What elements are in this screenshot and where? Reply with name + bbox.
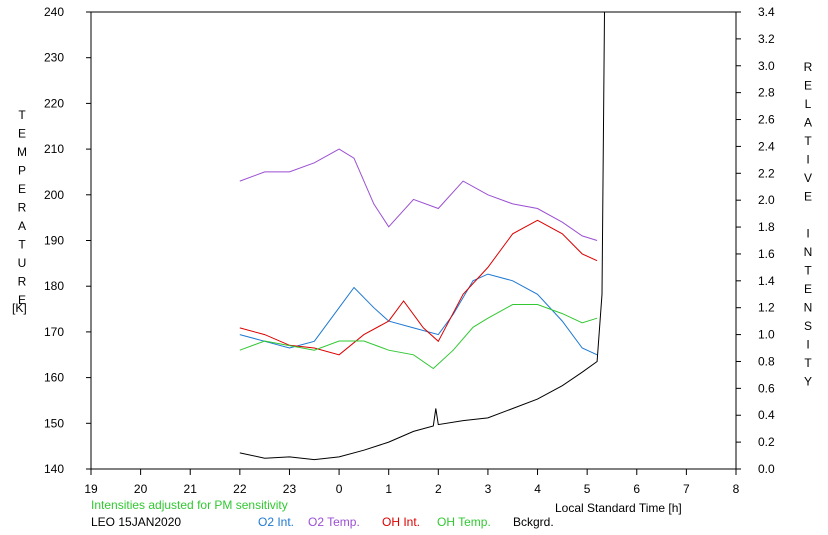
right-tick-label: 3.2 xyxy=(758,32,775,46)
right-tick-label: 2.8 xyxy=(758,86,775,100)
left-tick-label: 160 xyxy=(44,371,64,385)
x-tick-label: 3 xyxy=(485,482,492,496)
right-tick-label: 2.0 xyxy=(758,193,775,207)
station-label: LEO 15JAN2020 xyxy=(91,515,181,529)
right-axis-label-letter: S xyxy=(804,319,812,333)
right-axis-label-letter: L xyxy=(805,97,812,111)
left-axis-ticks: 140 150 160 170 180 190 200 210 220 230 240 xyxy=(44,5,91,476)
legend: O2 Int. O2 Temp. OH Int. OH Temp. Bckgrd. xyxy=(258,515,554,529)
right-tick-label: 0.8 xyxy=(758,354,775,368)
left-tick-label: 180 xyxy=(44,279,64,293)
right-tick-label: 1.6 xyxy=(758,247,775,261)
legend-entry: Bckgrd. xyxy=(513,515,554,529)
right-axis-label-letter: V xyxy=(804,171,812,185)
x-tick-label: 6 xyxy=(633,482,640,496)
left-axis-label-letter: E xyxy=(18,293,26,307)
right-axis-label-letter: N xyxy=(804,245,813,259)
left-tick-label: 190 xyxy=(44,234,64,248)
sensitivity-note: Intensities adjusted for PM sensitivity xyxy=(91,498,288,512)
left-tick-label: 150 xyxy=(44,416,64,430)
left-axis-label-letter: U xyxy=(18,256,27,270)
x-axis-ticks: 19 20 21 22 23 0 1 2 3 4 5 6 7 8 xyxy=(84,469,740,496)
series-lines xyxy=(239,11,605,461)
left-axis-label-letter: R xyxy=(18,275,27,289)
x-tick-label: 19 xyxy=(84,482,98,496)
left-axis-label-letter: R xyxy=(18,201,27,215)
series-line-oh-temp xyxy=(239,304,598,370)
x-tick-label: 20 xyxy=(134,482,148,496)
x-tick-label: 5 xyxy=(584,482,591,496)
right-tick-label: 0.4 xyxy=(758,408,775,422)
right-axis-label-letter: N xyxy=(804,301,813,315)
series-line-oh-int xyxy=(239,219,598,356)
legend-entry: O2 Temp. xyxy=(308,515,360,529)
left-tick-label: 170 xyxy=(44,325,64,339)
right-tick-label: 1.8 xyxy=(758,220,775,234)
left-axis-label-letter: M xyxy=(17,145,27,159)
left-tick-label: 140 xyxy=(44,462,64,476)
right-axis-label-letter: Y xyxy=(804,375,812,389)
right-tick-label: 1.2 xyxy=(758,301,775,315)
right-tick-label: 3.0 xyxy=(758,59,775,73)
left-tick-label: 220 xyxy=(44,96,64,110)
right-axis-label-letter: T xyxy=(804,264,812,278)
series-line-o2-temp xyxy=(239,148,598,241)
left-axis-label-letter: T xyxy=(18,238,26,252)
right-tick-label: 3.4 xyxy=(758,5,775,19)
right-axis-label-letter: T xyxy=(804,134,812,148)
x-axis-label: Local Standard Time [h] xyxy=(555,501,682,515)
right-tick-label: 2.4 xyxy=(758,139,775,153)
left-axis-label-letter: E xyxy=(18,182,26,196)
left-tick-label: 230 xyxy=(44,51,64,65)
left-tick-label: 200 xyxy=(44,188,64,202)
right-axis-label-letter: E xyxy=(804,282,812,296)
right-axis-label-letter: I xyxy=(806,153,809,167)
x-tick-label: 8 xyxy=(733,482,740,496)
right-tick-label: 2.6 xyxy=(758,113,775,127)
right-tick-label: 0.2 xyxy=(758,435,775,449)
left-axis-label-letter: T xyxy=(18,108,26,122)
series-line-bckgrd xyxy=(239,11,605,461)
right-axis-label-letter: I xyxy=(806,227,809,241)
x-tick-label: 0 xyxy=(336,482,343,496)
left-tick-label: 240 xyxy=(44,5,64,19)
x-tick-label: 2 xyxy=(435,482,442,496)
right-axis-label-letter: R xyxy=(804,60,813,74)
left-tick-label: 210 xyxy=(44,142,64,156)
legend-entry: OH Temp. xyxy=(437,515,491,529)
left-axis-label-letter: P xyxy=(18,164,26,178)
right-axis-ticks: 0.0 0.2 0.4 0.6 0.8 1.0 1.2 1.4 1.6 1.8 2.0 2.2 2.4 2… xyxy=(736,5,775,476)
right-axis-label-letter: E xyxy=(804,190,812,204)
right-tick-label: 2.2 xyxy=(758,166,775,180)
right-axis-label-letter: I xyxy=(806,338,809,352)
left-axis-label-letter: A xyxy=(18,219,26,233)
x-tick-label: 1 xyxy=(385,482,392,496)
series-line-o2-int xyxy=(239,273,598,356)
x-tick-label: 4 xyxy=(534,482,541,496)
right-tick-label: 1.0 xyxy=(758,328,775,342)
right-tick-label: 1.4 xyxy=(758,274,775,288)
left-axis-label-letter: E xyxy=(18,127,26,141)
right-tick-label: 0.6 xyxy=(758,381,775,395)
legend-entry: OH Int. xyxy=(382,515,420,529)
right-axis-label-letter: E xyxy=(804,79,812,93)
left-axis-unit: [K] xyxy=(12,301,27,315)
x-tick-label: 22 xyxy=(233,482,247,496)
right-axis-label-letter: A xyxy=(804,116,812,130)
legend-entry: O2 Int. xyxy=(258,515,294,529)
plot-frame xyxy=(90,11,737,470)
x-tick-label: 7 xyxy=(683,482,690,496)
x-tick-label: 21 xyxy=(184,482,198,496)
right-tick-label: 0.0 xyxy=(758,462,775,476)
x-tick-label: 23 xyxy=(283,482,297,496)
right-axis-label-letter: T xyxy=(804,356,812,370)
